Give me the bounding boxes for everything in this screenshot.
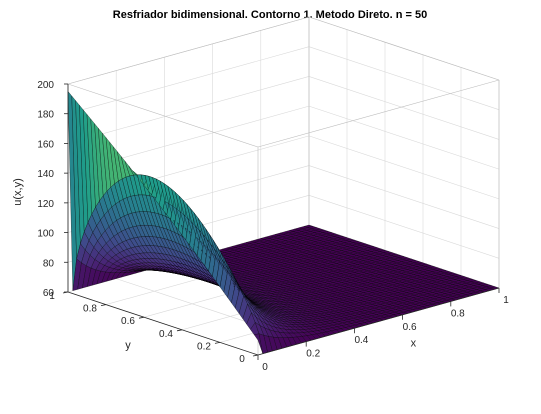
grid-line bbox=[308, 46, 500, 110]
x-tick-label: 1 bbox=[503, 295, 509, 306]
x-tick-label: 0.4 bbox=[354, 335, 368, 346]
box-edge bbox=[67, 16, 310, 85]
box-edge bbox=[67, 83, 259, 148]
y-tick-label: 0.2 bbox=[197, 341, 211, 352]
x-tick-label: 0 bbox=[262, 362, 268, 373]
y-tick bbox=[252, 354, 259, 357]
box-edge bbox=[257, 79, 500, 148]
grid-line bbox=[308, 195, 500, 259]
y-tick-label: 0.8 bbox=[83, 304, 97, 315]
z-tick-label: 100 bbox=[37, 229, 54, 240]
grid-line bbox=[308, 76, 500, 140]
y-axis-label: y bbox=[125, 340, 131, 352]
grid-line bbox=[308, 105, 500, 170]
y-tick bbox=[176, 329, 183, 332]
z-tick-label: 140 bbox=[37, 169, 54, 180]
x-tick-label: 0.6 bbox=[403, 322, 417, 333]
y-axis-line bbox=[67, 291, 259, 356]
z-tick-label: 60 bbox=[43, 288, 55, 299]
z-tick-label: 180 bbox=[37, 110, 54, 121]
y-tick-label: 0 bbox=[239, 354, 245, 365]
z-tick-label: 200 bbox=[37, 80, 54, 91]
x-tick-label: 0.2 bbox=[306, 349, 320, 360]
chart-title: Resfriador bidimensional. Contorno 1. Me… bbox=[113, 9, 427, 21]
grid-line bbox=[67, 76, 310, 144]
grid-line bbox=[67, 46, 310, 114]
x-tick-label: 0.8 bbox=[451, 308, 465, 319]
grid-line bbox=[308, 135, 500, 200]
surface-mesh bbox=[67, 90, 500, 354]
x-axis-line bbox=[257, 287, 500, 356]
y-tick bbox=[100, 304, 107, 306]
y-tick-label: 0.6 bbox=[121, 316, 135, 327]
y-tick-label: 1 bbox=[49, 291, 55, 302]
grid-line bbox=[308, 165, 500, 229]
y-tick bbox=[214, 342, 221, 344]
z-axis-label: u(x,y) bbox=[12, 178, 24, 206]
z-tick-label: 120 bbox=[37, 199, 54, 210]
y-tick bbox=[138, 316, 145, 319]
axes: 00.20.40.60.8100.20.40.60.81608010012014… bbox=[37, 80, 509, 373]
z-tick-label: 160 bbox=[37, 139, 54, 150]
y-tick-label: 0.4 bbox=[159, 329, 173, 340]
box-edge bbox=[308, 16, 500, 81]
z-tick-label: 80 bbox=[43, 258, 55, 269]
x-axis-label: x bbox=[411, 338, 417, 350]
